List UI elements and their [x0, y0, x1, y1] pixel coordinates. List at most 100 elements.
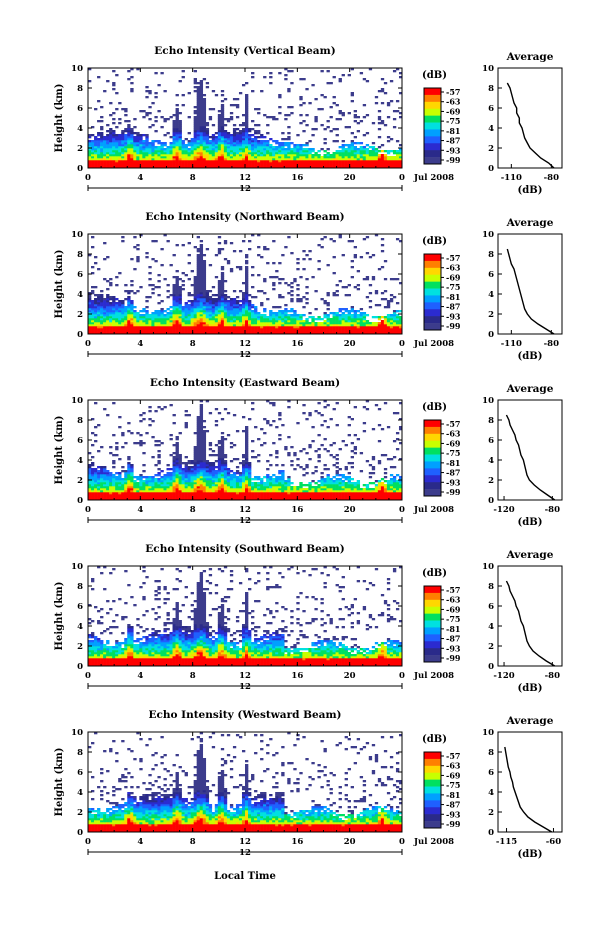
heatmap-cell [272, 164, 276, 167]
heatmap-cell [356, 324, 361, 327]
heatmap-cell [226, 328, 231, 331]
heatmap-cell [365, 144, 370, 147]
heatmap-cell [362, 316, 367, 319]
heatmap-cell [160, 152, 164, 155]
heatmap-cell [293, 332, 297, 335]
heatmap-cell [91, 318, 95, 321]
heatmap-cell [245, 142, 249, 145]
heatmap-cell [106, 308, 110, 311]
heatmap-cell [371, 322, 376, 325]
heatmap-cell [251, 134, 255, 137]
heatmap-cell [211, 318, 216, 321]
heatmap-cell [238, 300, 243, 303]
heatmap-cell [350, 142, 354, 145]
heatmap-cell [190, 314, 194, 317]
heatmap-cell [380, 328, 385, 331]
heatmap-cell [124, 492, 128, 495]
heatmap-cell [278, 322, 282, 325]
heatmap-cell [166, 472, 170, 475]
heatmap-cell [175, 296, 179, 299]
heatmap-cell [293, 324, 297, 327]
heatmap-cell [235, 132, 240, 135]
heatmap-cell [172, 482, 176, 485]
heatmap-cell [115, 154, 119, 157]
heatmap-cell [91, 142, 95, 145]
heatmap-cell [272, 330, 276, 333]
heatmap-cell [130, 474, 134, 477]
heatmap-cell [275, 316, 279, 319]
heatmap-cell [238, 314, 243, 317]
heatmap-cell [238, 266, 243, 269]
heatmap-cell [196, 274, 201, 277]
heatmap-cell [338, 154, 342, 157]
heatmap-cell [133, 140, 137, 143]
heatmap-cell [178, 288, 182, 291]
heatmap-cell [217, 302, 222, 305]
heatmap-cell [196, 480, 201, 483]
heatmap-cell [148, 322, 152, 325]
heatmap-cell [229, 138, 234, 141]
heatmap-cell [91, 304, 95, 307]
heatmap-cell [160, 328, 164, 331]
heatmap-cell [323, 316, 327, 319]
heatmap-cell [232, 152, 237, 155]
heatmap-cell [275, 314, 279, 317]
heatmap-cell [154, 464, 158, 467]
heatmap-cell [145, 96, 149, 99]
heatmap-cell [88, 330, 92, 333]
heatmap-cell [124, 148, 128, 151]
heatmap-cell [172, 114, 176, 117]
heatmap-cell [184, 304, 188, 307]
heatmap-cell [275, 306, 279, 309]
heatmap-cell [275, 148, 279, 151]
heatmap-cell [193, 286, 197, 289]
heatmap-cell [112, 462, 116, 465]
heatmap-cell [350, 144, 354, 147]
heatmap-cell [305, 142, 309, 145]
heatmap-cell [374, 164, 379, 167]
heatmap-cell [238, 304, 243, 307]
heatmap-cell [136, 248, 140, 251]
heatmap-cell [97, 148, 101, 151]
heatmap-cell [193, 112, 197, 115]
heatmap-cell [160, 490, 164, 493]
heatmap-cell [121, 498, 125, 501]
heatmap-cell [335, 294, 339, 297]
heatmap-cell [208, 476, 213, 479]
heatmap-cell [217, 322, 222, 325]
heatmap-cell [124, 488, 128, 491]
heatmap-cell [241, 140, 246, 143]
heatmap-cell [202, 448, 207, 451]
heatmap-cell [290, 328, 294, 331]
heatmap-cell [109, 284, 113, 287]
heatmap-cell [266, 330, 270, 333]
heatmap-cell [350, 68, 354, 71]
heatmap-cell [181, 166, 185, 169]
heatmap-cell [317, 268, 321, 271]
heatmap-cell [245, 302, 249, 305]
profile-frame [497, 67, 563, 169]
heatmap-cell [178, 306, 182, 309]
heatmap-cell [178, 160, 182, 163]
heatmap-cell [166, 162, 170, 165]
heatmap-cell [335, 318, 339, 321]
panel-1: Echo Intensity (Vertical Beam)0 4 8 12 16 20 0… [54, 45, 563, 196]
heatmap-cell [91, 134, 95, 137]
heatmap-cell [220, 278, 225, 281]
heatmap-cell [193, 282, 197, 285]
heatmap-cell [124, 142, 128, 145]
heatmap-cell [284, 332, 288, 335]
heatmap-cell [287, 136, 291, 139]
heatmap-cell [275, 270, 279, 273]
heatmap-cell [341, 254, 345, 257]
heatmap-cell [344, 166, 348, 169]
heatmap-cell [112, 156, 116, 159]
heatmap-cell [106, 158, 110, 161]
heatmap-cell [166, 484, 170, 487]
heatmap-cell [241, 302, 246, 305]
heatmap-cell [260, 256, 264, 259]
heatmap-cell [142, 488, 146, 491]
heatmap-cell [220, 158, 225, 161]
heatmap-cell [356, 154, 361, 157]
heatmap-cell [163, 332, 167, 335]
